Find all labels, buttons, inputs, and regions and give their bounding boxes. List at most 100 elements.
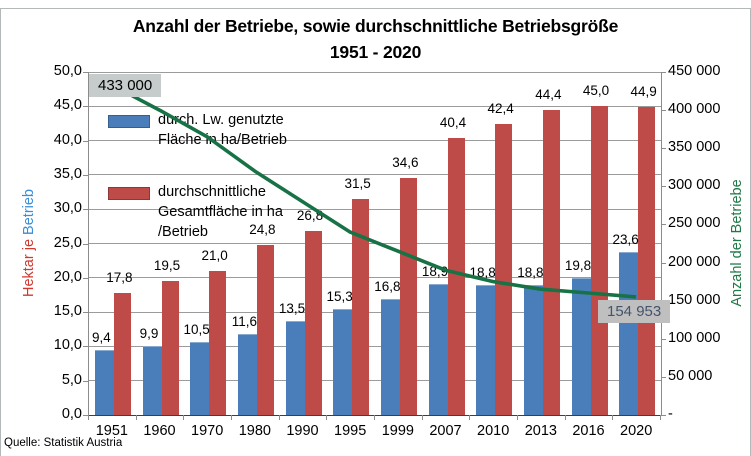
bar-value-label-blue: 9,9 bbox=[139, 326, 159, 342]
right-axis-tick-label: 150 000 bbox=[668, 291, 721, 308]
right-axis-tick bbox=[661, 224, 666, 226]
x-axis-category-label: 1951 bbox=[95, 423, 128, 439]
right-axis-tick bbox=[661, 110, 666, 112]
blue-bar-swatch-icon bbox=[108, 115, 150, 128]
left-axis-tick-label: 10,0 bbox=[53, 337, 82, 354]
bar-red bbox=[638, 107, 656, 415]
x-axis-tick bbox=[374, 415, 375, 420]
left-axis-tick bbox=[83, 415, 88, 416]
bar-red bbox=[304, 231, 322, 415]
bar-value-label-blue: 18,9 bbox=[421, 264, 449, 280]
x-axis-tick bbox=[612, 415, 614, 420]
x-axis-category-label: 2016 bbox=[572, 423, 605, 439]
bar-red bbox=[542, 110, 560, 415]
right-axis-tick bbox=[661, 186, 666, 188]
bar-value-label-blue: 18,8 bbox=[469, 265, 496, 281]
x-axis-tick bbox=[278, 415, 280, 420]
gridline bbox=[89, 71, 661, 73]
x-axis-category-label: 1990 bbox=[286, 423, 319, 439]
bar-blue bbox=[571, 278, 591, 415]
left-axis-title-betrieb: Betrieb bbox=[21, 188, 37, 235]
bar-value-label-red: 26,8 bbox=[296, 208, 324, 224]
bar-red bbox=[161, 281, 179, 415]
left-axis-tick bbox=[83, 106, 88, 108]
chart-title: Anzahl der Betriebe, sowie durchschnittl… bbox=[0, 13, 751, 65]
bar-value-label-blue: 10,5 bbox=[183, 321, 210, 337]
bar-red bbox=[495, 124, 513, 415]
bar-red bbox=[352, 198, 370, 415]
legend-label-red-line1: durchschnittliche bbox=[158, 184, 266, 200]
right-axis-tick-label: 200 000 bbox=[668, 253, 721, 270]
left-axis-tick-label: 45,0 bbox=[53, 97, 82, 114]
x-axis-tick bbox=[135, 415, 137, 420]
source-note: Quelle: Statistik Austria bbox=[4, 437, 123, 449]
line-end-value-callout: 154 953 bbox=[598, 300, 671, 323]
legend-label-blue-line2: Fläche in ha/Betrieb bbox=[158, 132, 287, 148]
x-axis-category-label: 2007 bbox=[429, 423, 462, 439]
bar-value-label-red: 34,6 bbox=[392, 154, 419, 170]
bar-red bbox=[113, 292, 131, 415]
bar-value-label-blue: 18,8 bbox=[517, 265, 544, 281]
x-axis-tick bbox=[231, 415, 232, 420]
chart-title-line2: 1951 - 2020 bbox=[329, 42, 422, 62]
legend-label-red-line2: Gesamtfläche in ha bbox=[158, 204, 283, 220]
left-axis-tick bbox=[83, 174, 88, 176]
bar-value-label-blue: 9,4 bbox=[91, 329, 111, 345]
legend-label-blue-line1: durch. Lw. genutzte bbox=[158, 112, 284, 128]
gridline bbox=[89, 345, 661, 347]
right-axis-tick bbox=[661, 338, 666, 340]
right-axis-tick-label: 300 000 bbox=[668, 177, 721, 194]
bar-blue bbox=[285, 321, 305, 415]
bar-value-label-blue: 19,8 bbox=[564, 258, 592, 274]
bar-blue bbox=[619, 252, 639, 415]
left-axis-tick bbox=[83, 209, 88, 211]
right-axis-tick-label: - bbox=[668, 406, 673, 422]
bar-value-label-blue: 11,6 bbox=[231, 314, 257, 330]
left-axis-title-hektar-je: Hektar je bbox=[21, 234, 37, 298]
x-axis-tick bbox=[421, 415, 423, 420]
x-axis-tick bbox=[660, 415, 661, 420]
legend-label-red-line3: /Betrieb bbox=[158, 224, 208, 240]
bar-red bbox=[590, 106, 608, 415]
bar-blue bbox=[190, 341, 210, 415]
bar-value-label-red: 44,9 bbox=[630, 83, 657, 99]
left-axis-tick-label: 50,0 bbox=[53, 63, 82, 79]
bar-blue bbox=[380, 298, 400, 415]
x-axis-tick bbox=[564, 415, 566, 420]
bar-value-label-red: 40,4 bbox=[439, 114, 467, 130]
bar-blue bbox=[142, 346, 162, 415]
right-axis-tick-label: 450 000 bbox=[668, 63, 721, 79]
bar-value-label-red: 31,5 bbox=[344, 175, 371, 191]
x-axis-line bbox=[89, 415, 661, 416]
left-axis-tick-label: 0,0 bbox=[61, 406, 82, 422]
right-axis-tick bbox=[661, 148, 666, 150]
x-axis-category-label: 1980 bbox=[238, 423, 271, 439]
x-axis-category-label: 2013 bbox=[524, 423, 557, 439]
gridline bbox=[89, 311, 661, 313]
x-axis-category-label: 2010 bbox=[477, 423, 510, 439]
bar-blue bbox=[333, 309, 353, 415]
x-axis-tick bbox=[517, 415, 518, 420]
bar-blue bbox=[476, 285, 496, 415]
x-axis-category-label: 1999 bbox=[381, 423, 414, 439]
bar-value-label-blue: 13,5 bbox=[278, 301, 306, 317]
line-start-value-callout: 433 000 bbox=[89, 74, 162, 97]
red-bar-swatch-icon bbox=[108, 187, 150, 200]
right-axis-tick bbox=[661, 262, 666, 264]
left-axis-tick bbox=[83, 346, 88, 348]
right-axis-tick-label: 250 000 bbox=[668, 215, 721, 232]
right-axis-title: Anzahl der Betriebe bbox=[729, 179, 745, 307]
bar-red bbox=[399, 177, 417, 415]
right-axis-tick bbox=[661, 376, 666, 378]
right-axis-tick-label: 350 000 bbox=[668, 139, 721, 156]
x-axis-category-label: 1995 bbox=[334, 423, 367, 439]
left-axis-tick bbox=[83, 277, 88, 279]
legend-item-blue: durch. Lw. genutzte Fläche in ha/Betrieb bbox=[108, 110, 287, 150]
left-axis-tick bbox=[83, 72, 88, 73]
left-axis-tick bbox=[83, 380, 88, 382]
left-axis-tick-label: 25,0 bbox=[53, 234, 82, 251]
x-axis-category-label: 1960 bbox=[143, 423, 176, 439]
left-axis-tick bbox=[83, 140, 88, 142]
left-axis-tick-label: 30,0 bbox=[53, 200, 82, 217]
